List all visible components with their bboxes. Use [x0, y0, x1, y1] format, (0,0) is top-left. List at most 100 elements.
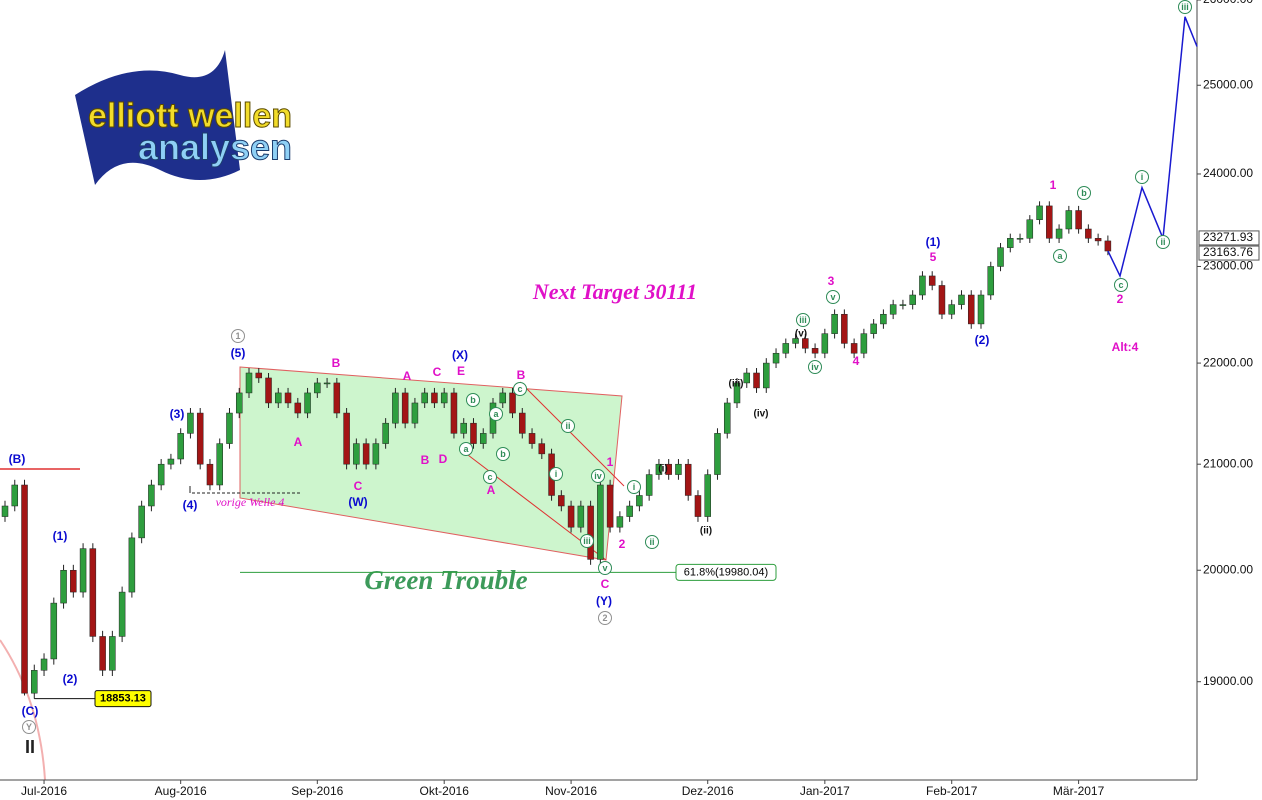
channel-line	[519, 381, 625, 487]
wave-label: (iv)	[754, 409, 769, 420]
candle-body	[665, 463, 672, 475]
candle-body	[89, 548, 97, 637]
candle-body	[499, 392, 507, 404]
y-tick-label: 25000.00	[1203, 77, 1253, 91]
candle-body	[479, 433, 487, 444]
wave-circle	[598, 611, 612, 625]
candle-body	[938, 285, 946, 315]
candle-body	[372, 443, 380, 465]
candle-body	[60, 569, 67, 604]
wave-label: a	[493, 409, 499, 419]
candle-body	[782, 343, 790, 354]
low-label-box	[94, 690, 152, 708]
y-tick-label: 24000.00	[1203, 166, 1253, 180]
candle-body	[587, 505, 594, 560]
candle-body	[470, 422, 477, 444]
candle-body	[753, 372, 760, 389]
candle-body	[831, 313, 838, 334]
wave-label: (3)	[170, 407, 185, 421]
candle-body	[733, 382, 741, 404]
last-price-box	[1198, 245, 1260, 261]
candle-body	[987, 266, 995, 296]
x-tick-label: Aug-2016	[155, 784, 207, 798]
candle-body	[792, 338, 799, 344]
last-price-label: 23163.76	[1203, 245, 1253, 259]
candle-body	[977, 294, 985, 325]
candle-body	[294, 402, 302, 414]
candle-body	[21, 484, 28, 694]
candle-body	[304, 392, 311, 414]
wave-circle	[549, 467, 563, 481]
wave-label: (1)	[53, 529, 68, 543]
wave-label: b	[470, 395, 476, 405]
candle-body	[675, 463, 682, 475]
candle-body	[187, 412, 194, 434]
y-tick-label: 21000.00	[1203, 456, 1253, 470]
candle-body	[509, 392, 516, 414]
wave-label: 2	[619, 537, 626, 551]
wave-circle	[22, 720, 36, 734]
candle-body	[948, 304, 955, 315]
candle-body	[79, 548, 87, 593]
annotation: vorige Welle 4	[216, 495, 285, 509]
candle-body	[148, 484, 155, 507]
wave-label: iii	[583, 536, 591, 546]
candle-body	[128, 537, 136, 593]
wave-circle	[796, 313, 810, 327]
candle-body	[841, 313, 848, 344]
wave-label: (2)	[63, 672, 78, 686]
wave-label: i	[1141, 172, 1144, 182]
wave-circle	[598, 561, 612, 575]
wave-circle	[645, 535, 659, 549]
wave-label: (4)	[183, 498, 198, 512]
wave-label: (W)	[348, 495, 367, 509]
candle-body	[265, 377, 272, 404]
candle-body	[411, 402, 419, 424]
wave-label: iii	[799, 315, 807, 325]
candle-body	[275, 392, 282, 404]
wave-label: (2)	[975, 333, 990, 347]
candle-body	[684, 463, 692, 496]
candle-body	[255, 372, 263, 379]
wave-label: i	[555, 469, 558, 479]
candle-body	[50, 602, 58, 660]
candle-body	[353, 443, 360, 465]
candle-body	[538, 443, 546, 455]
candle-body	[314, 382, 321, 394]
candle-body	[333, 382, 341, 414]
candle-body	[899, 304, 907, 306]
wave-label: c	[1118, 280, 1123, 290]
logo: elliott wellen analysen	[75, 50, 293, 185]
x-tick-label: Jan-2017	[800, 784, 850, 798]
wave-label: v	[602, 563, 607, 573]
wave-label: iv	[811, 362, 819, 372]
y-tick-label: 23000.00	[1203, 259, 1253, 273]
candle-body	[118, 591, 126, 637]
wave-label: (ii)	[700, 526, 712, 537]
candle-body	[655, 463, 663, 475]
wave-circle	[231, 329, 245, 343]
candle-body	[226, 412, 233, 444]
candle-body	[967, 294, 975, 325]
wave-label: C	[433, 365, 442, 379]
candle-body	[528, 433, 536, 444]
wave-label: a	[463, 444, 469, 454]
wave-label: (5)	[231, 346, 246, 360]
wave-label: (v)	[795, 329, 807, 340]
candle-body	[167, 458, 175, 465]
candle-body	[245, 372, 253, 394]
candle-body	[382, 422, 389, 444]
candle-body	[1104, 240, 1112, 252]
wave-label: 1	[1050, 178, 1057, 192]
y-tick-label: 19000.00	[1203, 674, 1253, 688]
candle-body	[157, 463, 165, 486]
candle-body	[343, 412, 350, 465]
candle-body	[431, 392, 438, 404]
candle-body	[1, 505, 9, 517]
x-tick-label: Mär-2017	[1053, 784, 1105, 798]
candle-body	[177, 433, 184, 460]
candle-body	[567, 505, 575, 528]
annotation: Green Trouble	[364, 565, 527, 595]
wave-label: v	[830, 292, 835, 302]
